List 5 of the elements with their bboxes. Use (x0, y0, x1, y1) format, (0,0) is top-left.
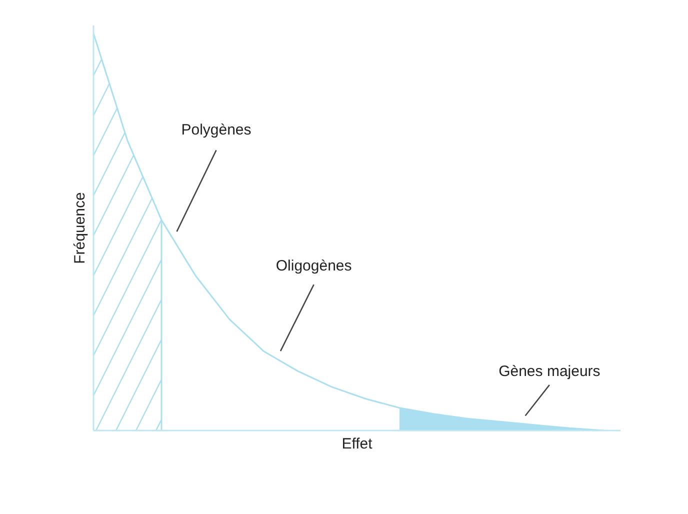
annotation: Oligogènes (276, 258, 352, 275)
annotation: Gènes majeurs (498, 362, 600, 380)
x-axis-title: Effet (342, 436, 374, 452)
y-axis-title: Fréquence (72, 192, 88, 264)
annotation: Polygènes (181, 121, 252, 138)
